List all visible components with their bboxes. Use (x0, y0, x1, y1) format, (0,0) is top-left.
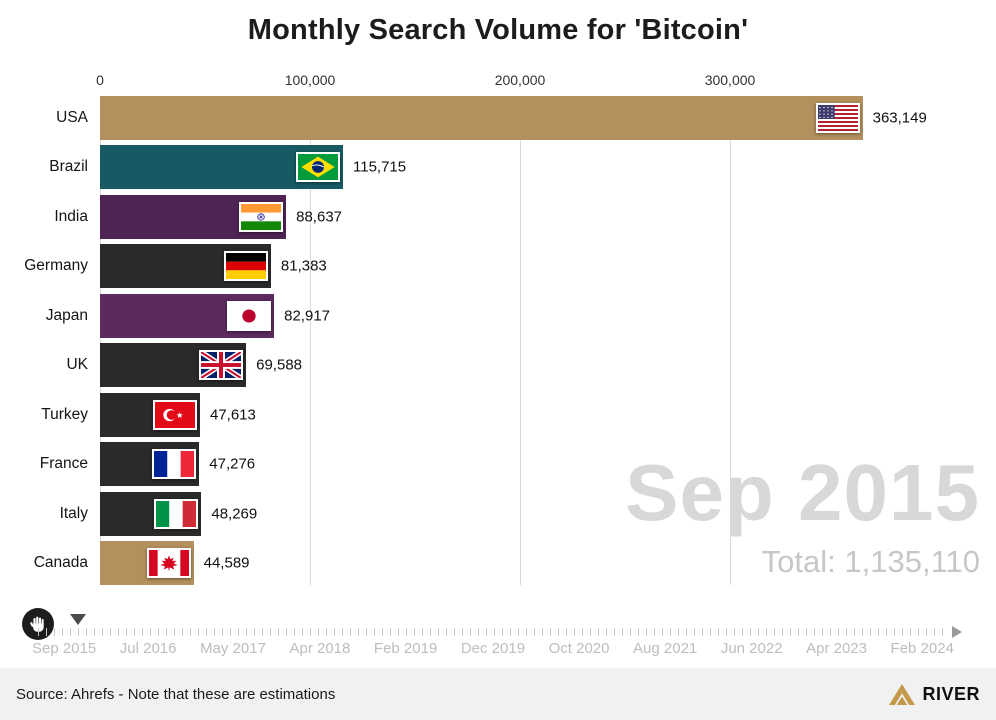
value-label: 69,588 (256, 356, 303, 374)
value-label: 82,917 (284, 307, 331, 325)
value-label: 44,589 (203, 554, 250, 572)
timeline-tick-label[interactable]: Feb 2019 (373, 640, 438, 657)
flag-india-icon (239, 201, 284, 232)
bar-row: France 47,276 (0, 442, 996, 487)
country-label: Turkey (41, 405, 88, 423)
chart-title: Monthly Search Volume for 'Bitcoin' (247, 14, 749, 46)
bar-track: 44,589 (100, 540, 996, 585)
country-label: France (39, 455, 88, 473)
bar-row: Turkey 47,613 (0, 392, 996, 437)
timeline-tick-label[interactable]: Jun 2022 (720, 640, 783, 657)
country-label: UK (66, 356, 88, 374)
flag-uk-icon (199, 350, 244, 381)
flag-turkey-icon (152, 399, 197, 430)
bar-track: 88,637 (100, 194, 996, 239)
flag-italy-icon (154, 498, 199, 529)
timeline-tick-label[interactable]: Oct 2020 (548, 640, 610, 657)
bar-track: 47,613 (100, 392, 996, 437)
river-logo-icon (889, 683, 916, 705)
bar-france (100, 442, 200, 487)
bar-row: Japan 82,917 (0, 293, 996, 338)
timeline-tick-label[interactable]: Sep 2015 (32, 640, 97, 657)
country-label: Italy (59, 504, 88, 522)
bar-uk (100, 343, 247, 388)
total-label: Total: 1,135,110 (761, 544, 980, 579)
bar-row: Canada 44,589 (0, 540, 996, 585)
bar-japan (100, 293, 275, 338)
timeline-tick-label[interactable]: Apr 2018 (289, 640, 351, 657)
bar-track: 82,917 (100, 293, 996, 338)
river-brand-text: RIVER (922, 683, 980, 704)
bar-italy (100, 491, 202, 536)
value-label: 48,269 (211, 505, 258, 522)
country-label: India (54, 207, 88, 225)
bar-track: 81,383 (100, 244, 996, 289)
timeline-axis[interactable] (38, 628, 948, 636)
x-axis-tick-label: 0 (96, 72, 104, 88)
value-label: 115,715 (353, 158, 407, 176)
bar-usa (100, 96, 863, 140)
gridline (520, 96, 521, 585)
flag-germany-icon (223, 251, 268, 282)
value-label: 81,383 (280, 257, 327, 275)
bar-row: USA 363,149 (0, 96, 996, 140)
value-label: 47,613 (209, 406, 256, 424)
timeline-scrubber[interactable]: Sep 2015 Jul 2016 May 2017 Apr 2018 Feb 2019… (0, 600, 996, 664)
timeline-end-arrow-icon (952, 626, 962, 638)
bar-germany (100, 244, 271, 289)
flag-france-icon (152, 449, 197, 480)
bar-track: 48,269 (100, 491, 996, 536)
timeline-tick-label[interactable]: Aug 2021 (633, 640, 698, 657)
gridline (310, 96, 311, 585)
footer-bar: Source: Ahrefs - Note that these are est… (0, 668, 996, 720)
country-label: Japan (45, 306, 88, 324)
bar-track: 47,276 (100, 442, 996, 487)
value-label: 47,276 (209, 455, 256, 473)
country-label: Germany (24, 257, 88, 275)
river-logo: RIVER (889, 683, 980, 705)
timeline-labels: Sep 2015 Jul 2016 May 2017 Apr 2018 Feb 2019… (32, 640, 954, 657)
timeline-tick-label[interactable]: Apr 2023 (806, 640, 867, 657)
bar-track: 363,149 (100, 96, 996, 140)
gridline (100, 96, 101, 585)
bar-turkey (100, 392, 200, 437)
timeline-tick-label[interactable]: Feb 2024 (890, 640, 954, 657)
x-axis-tick-label: 200,000 (494, 72, 546, 88)
timeline-tick-label[interactable]: Jul 2016 (119, 640, 177, 657)
x-axis-tick-label: 100,000 (284, 72, 336, 88)
x-axis-labels: 0 100,000 200,000 300,000 (96, 72, 970, 90)
flag-usa-icon (815, 103, 860, 133)
bar-chart: 0 100,000 200,000 300,000 USA 363,149 Brazil… (0, 72, 996, 585)
country-label: Canada (33, 553, 88, 571)
timeline-position-marker[interactable] (70, 614, 86, 625)
bar-canada (100, 540, 194, 585)
bar-india (100, 194, 287, 239)
current-period-label: Sep 2015 (625, 448, 980, 537)
country-label: USA (56, 109, 88, 126)
bar-brazil (100, 145, 343, 190)
gridlines (100, 96, 970, 585)
bar-row: UK 69,588 (0, 343, 996, 388)
x-axis-tick-label: 300,000 (704, 72, 756, 88)
bar-track: 115,715 (100, 145, 996, 190)
source-note: Source: Ahrefs - Note that these are est… (16, 685, 336, 703)
bar-row: India 88,637 (0, 194, 996, 239)
timeline-tick-label[interactable]: May 2017 (200, 640, 266, 657)
timeline-tick-label[interactable]: Dec 2019 (460, 640, 526, 657)
bar-row: Brazil 115,715 (0, 145, 996, 190)
flag-canada-icon (146, 547, 191, 578)
gridline (730, 96, 731, 585)
bar-rows: USA 363,149 Brazil 115,715 India 88,637 Ger… (0, 96, 996, 585)
bar-row: Italy 48,269 (0, 491, 996, 536)
country-label: Brazil (49, 158, 88, 176)
value-label: 88,637 (296, 208, 343, 226)
flag-japan-icon (227, 300, 272, 331)
bar-track: 69,588 (100, 343, 996, 388)
value-label: 363,149 (872, 109, 927, 127)
bar-row: Germany 81,383 (0, 244, 996, 289)
flag-brazil-icon (296, 152, 340, 183)
